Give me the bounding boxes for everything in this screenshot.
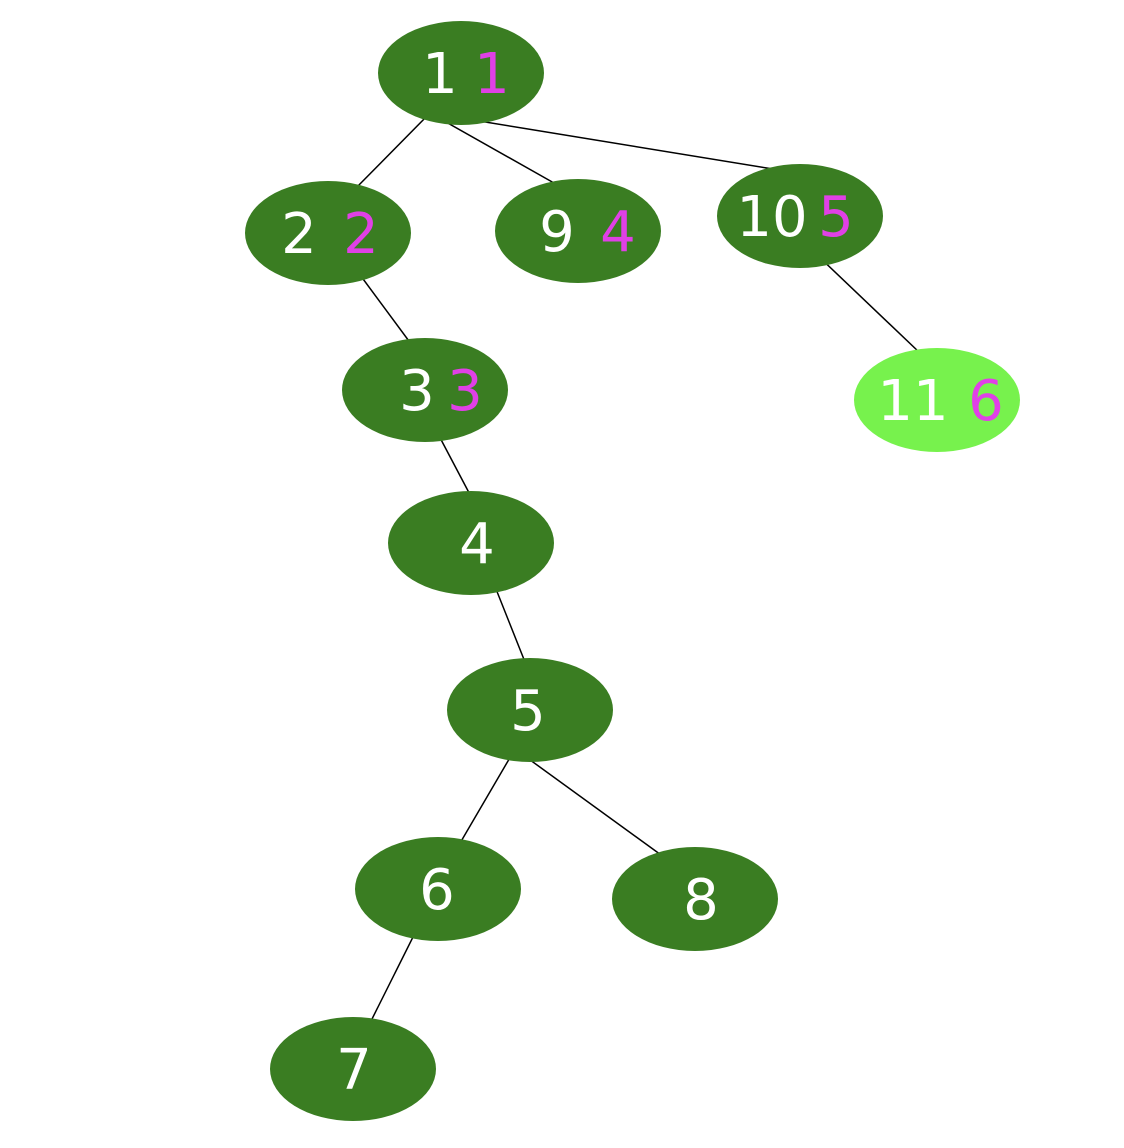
edge-5-6: [455, 748, 516, 851]
node-7-shape: [270, 1017, 436, 1121]
node-10-order: 5: [818, 185, 854, 250]
node-9-label: 9: [539, 200, 575, 265]
node-8-label: 8: [683, 868, 719, 933]
node-7-label: 7: [336, 1038, 372, 1103]
node-10-shape: [717, 164, 883, 268]
node-4[interactable]: 4: [388, 491, 554, 595]
node-1-order: 1: [474, 42, 510, 107]
node-11[interactable]: 11 6: [854, 348, 1020, 452]
edge-4-5: [491, 578, 526, 663]
node-9-shape: [495, 179, 661, 283]
edge-1-9: [429, 112, 555, 184]
node-11-order: 6: [968, 369, 1004, 434]
node-5[interactable]: 5: [447, 658, 613, 762]
node-9-order: 4: [600, 200, 636, 265]
node-10[interactable]: 10 5: [717, 164, 883, 268]
node-2-order: 2: [343, 202, 379, 267]
node-2-shape: [245, 181, 411, 285]
node-8[interactable]: 8: [612, 847, 778, 951]
node-1-label: 1: [422, 42, 458, 107]
node-5-label: 5: [510, 679, 546, 744]
node-1-shape: [378, 21, 544, 125]
node-11-label: 11: [877, 369, 948, 434]
node-4-shape: [388, 491, 554, 595]
node-7[interactable]: 7: [270, 1017, 436, 1121]
node-3-shape: [342, 338, 508, 442]
node-6[interactable]: 6: [355, 837, 521, 941]
node-4-label: 4: [459, 512, 495, 577]
node-3-label: 3: [399, 359, 435, 424]
node-6-shape: [355, 837, 521, 941]
node-8-shape: [612, 847, 778, 951]
edge-10-11: [813, 251, 921, 354]
node-5-shape: [447, 658, 613, 762]
node-2-label: 2: [281, 202, 317, 267]
node-3-order: 3: [447, 359, 483, 424]
edge-6-7: [366, 922, 421, 1030]
edge-5-8: [514, 748, 669, 861]
node-6-label: 6: [419, 858, 455, 923]
edge-1-2: [353, 112, 431, 191]
node-11-shape: [854, 348, 1020, 452]
node-10-label: 10: [736, 185, 807, 250]
